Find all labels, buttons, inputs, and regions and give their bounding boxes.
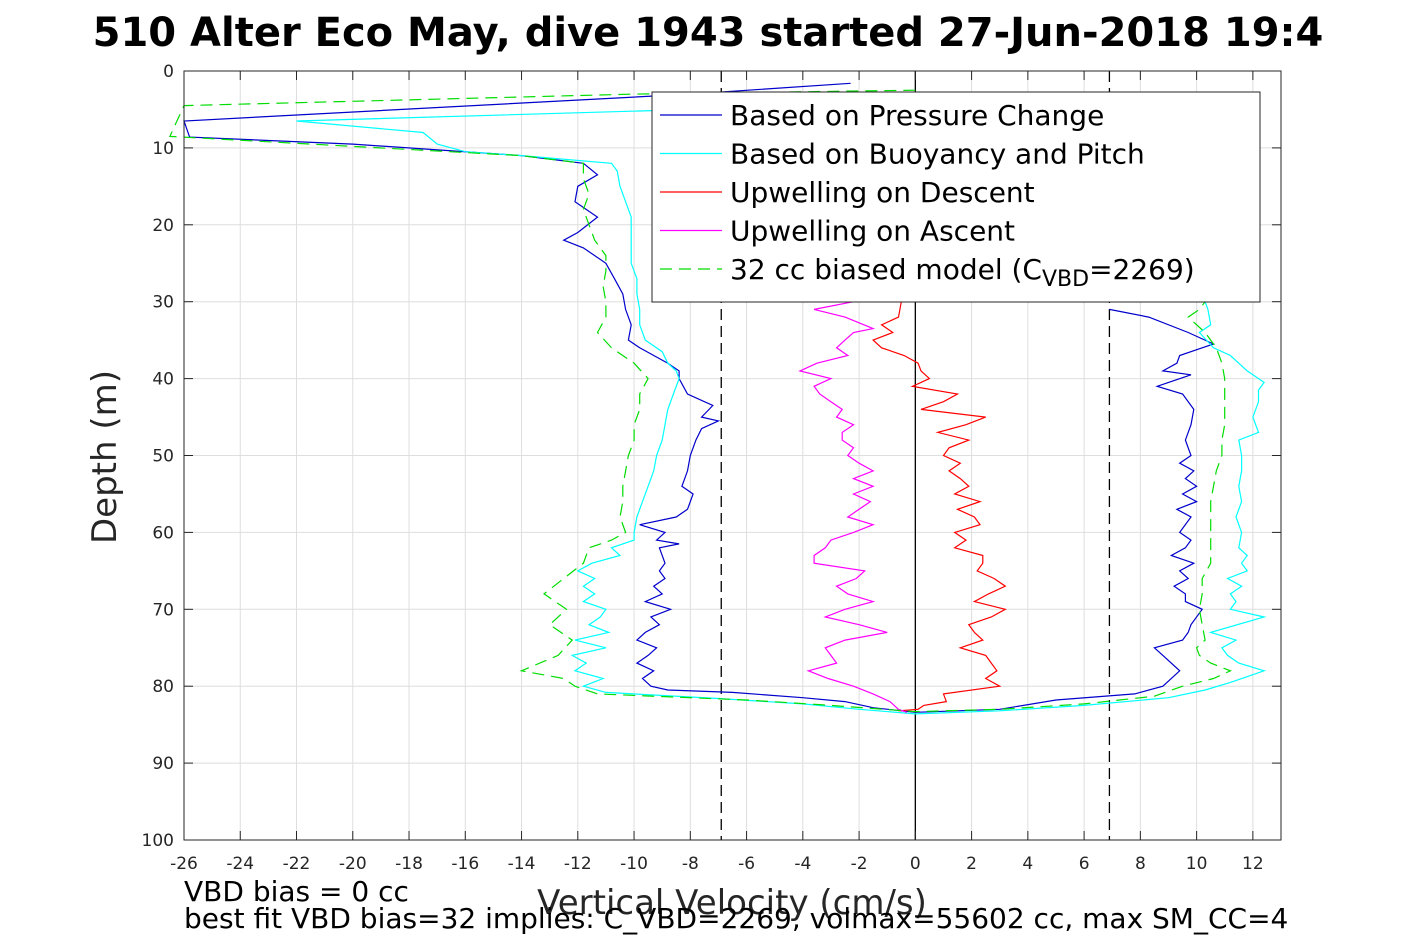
x-tick-label: 2: [966, 854, 977, 874]
x-tick-label: -12: [564, 854, 592, 874]
series-line: [798, 301, 908, 713]
x-tick-label: -18: [395, 854, 423, 874]
y-tick-label: 20: [152, 216, 174, 236]
y-axis-label: Depth (m): [85, 370, 125, 544]
x-tick-label: -14: [508, 854, 536, 874]
legend-label: Upwelling on Descent: [730, 176, 1035, 209]
y-tick-label: 30: [152, 293, 174, 313]
legend-box: [651, 91, 1261, 303]
y-tick-label: 0: [163, 62, 174, 82]
x-tick-label: 4: [1022, 854, 1033, 874]
x-tick-label: 8: [1135, 854, 1146, 874]
chart-title: 510 Alter Eco May, dive 1943 started 27-…: [93, 10, 1324, 56]
x-axis-ticks: -26 -24 -22 -20 -18 -16 -14 -12 -10 -8 -6 -4 -2 0 2 4 6 8…: [170, 71, 1264, 874]
legend-label: Upwelling on Ascent: [730, 215, 1015, 248]
legend: Based on Pressure Change Based on Buoyanc…: [651, 91, 1261, 303]
y-tick-label: 80: [152, 677, 174, 697]
y-tick-label: 90: [152, 754, 174, 774]
y-axis-ticks: 0 10 20 30 40 50 60 70 80 90 100: [142, 62, 1281, 851]
series-line: [296, 108, 1267, 715]
series-line: [871, 301, 1007, 712]
y-tick-label: 70: [152, 600, 174, 620]
x-tick-label: 6: [1079, 854, 1090, 874]
x-tick-label: -22: [283, 854, 311, 874]
x-tick-label: -2: [851, 854, 868, 874]
legend-label: 32 cc biased model (CVBD=2269): [730, 253, 1195, 292]
footer-line-1: VBD bias = 0 cc: [184, 875, 409, 908]
x-tick-label: -24: [226, 854, 254, 874]
x-tick-label: -26: [170, 854, 198, 874]
y-tick-label: 40: [152, 370, 174, 390]
x-tick-label: 10: [1186, 854, 1208, 874]
x-tick-label: -4: [794, 854, 811, 874]
x-tick-label: -10: [620, 854, 648, 874]
series-line: [168, 89, 1232, 713]
x-tick-label: 0: [910, 854, 921, 874]
y-tick-label: 10: [152, 139, 174, 159]
legend-label: Based on Buoyancy and Pitch: [730, 138, 1145, 171]
x-tick-label: 12: [1242, 854, 1264, 874]
x-tick-label: -8: [682, 854, 699, 874]
x-tick-label: -20: [339, 854, 367, 874]
x-tick-label: -6: [738, 854, 755, 874]
legend-label: Based on Pressure Change: [730, 99, 1104, 132]
x-axis-label: Vertical Velocity (cm/s): [537, 883, 927, 923]
footer-line-2: best fit VBD bias=32 implies: C_VBD=2269…: [184, 902, 1288, 935]
y-tick-label: 100: [142, 831, 174, 851]
y-tick-label: 50: [152, 447, 174, 467]
series-line: [183, 82, 1216, 713]
series-group: [168, 82, 1267, 715]
y-tick-label: 60: [152, 523, 174, 543]
x-tick-label: -16: [451, 854, 479, 874]
